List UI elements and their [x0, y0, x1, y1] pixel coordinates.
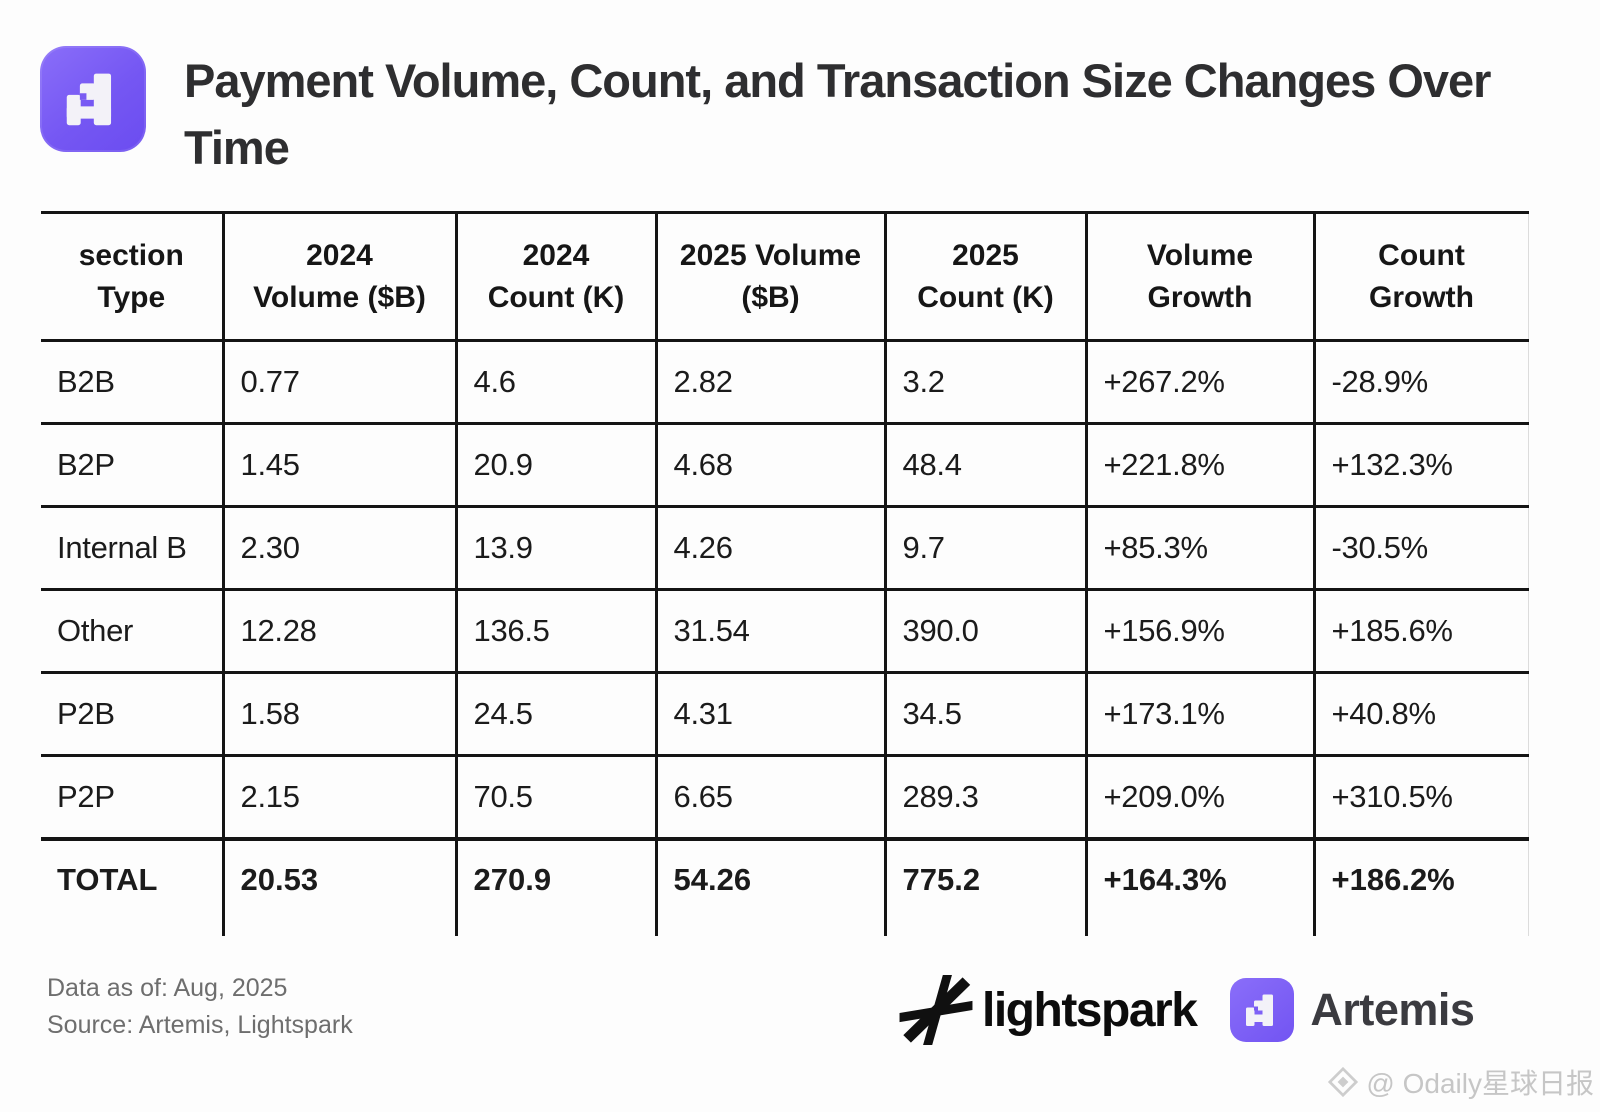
table-row-other: Other 12.28 136.5 31.54 390.0 +156.9% +1… — [41, 589, 1529, 673]
cell-2025-count: 775.2 — [885, 838, 1088, 936]
table-row-p2b: P2B 1.58 24.5 4.31 34.5 +173.1% +40.8% — [41, 672, 1529, 756]
cell-count-growth: +310.5% — [1314, 755, 1529, 839]
cell-2025-count: 3.2 — [885, 340, 1088, 424]
cell-2024-volume: 1.58 — [223, 672, 458, 756]
col-header-line: 2025 Volume — [679, 239, 862, 273]
cell-2025-volume: 54.26 — [656, 838, 887, 936]
cell-2024-volume: 2.30 — [223, 506, 458, 590]
col-header-line: Type — [97, 280, 166, 314]
col-header-line: Count — [1378, 239, 1465, 273]
col-header-line: Volume — [1146, 239, 1254, 273]
cell-2024-count: 70.5 — [456, 755, 658, 839]
cell-2024-volume: 0.77 — [223, 340, 458, 424]
cell-count-growth: -28.9% — [1314, 340, 1529, 424]
col-header-volume-growth: Volume Growth — [1086, 212, 1316, 341]
col-header-line: 2024 — [522, 239, 590, 273]
col-header-line: 2025 — [952, 239, 1019, 273]
odaily-watermark: @ Odaily星球日报 — [1328, 1062, 1594, 1102]
cell-2024-count: 270.9 — [456, 838, 658, 936]
artemis-wordmark: Artemis — [1310, 984, 1475, 1035]
cell-2024-count: 24.5 — [456, 672, 658, 756]
col-header-section-type: section Type — [41, 212, 225, 341]
cell-2024-count: 4.6 — [456, 340, 658, 424]
row-label: Internal B — [41, 506, 225, 590]
cell-2025-count: 34.5 — [885, 672, 1088, 756]
lightspark-wordmark: lightspark — [982, 983, 1198, 1037]
artemis-blocky-a-icon — [1230, 978, 1295, 1042]
cell-2024-count: 136.5 — [456, 589, 658, 673]
cell-2024-volume: 1.45 — [223, 423, 458, 507]
col-header-line: Volume ($B) — [253, 280, 426, 314]
cell-2024-count: 13.9 — [456, 506, 658, 590]
cell-volume-growth: +221.8% — [1086, 423, 1316, 507]
source-block: Data as of: Aug, 2025 Source: Artemis, L… — [47, 970, 353, 1043]
cell-2024-count: 20.9 — [456, 423, 658, 507]
col-header-2024-volume: 2024 Volume ($B) — [223, 212, 458, 341]
lightspark-spark-icon — [898, 972, 974, 1048]
cell-volume-growth: +164.3% — [1086, 838, 1316, 936]
cell-2024-volume: 12.28 — [223, 589, 458, 673]
table-row-b2b: B2B 0.77 4.6 2.82 3.2 +267.2% -28.9% — [41, 340, 1529, 424]
cell-2024-volume: 2.15 — [223, 755, 458, 839]
artemis-logo: Artemis — [1230, 978, 1475, 1042]
cell-volume-growth: +156.9% — [1086, 589, 1316, 673]
table-row-b2p: B2P 1.45 20.9 4.68 48.4 +221.8% +132.3% — [41, 423, 1529, 507]
table-row-p2p: P2P 2.15 70.5 6.65 289.3 +209.0% +310.5% — [41, 755, 1529, 839]
odaily-diamond-icon — [1328, 1067, 1359, 1097]
cell-2025-count: 48.4 — [885, 423, 1088, 507]
cell-2025-count: 289.3 — [885, 755, 1088, 839]
cell-2025-count: 390.0 — [885, 589, 1088, 673]
col-header-line: Count (K) — [487, 280, 625, 314]
cell-2025-volume: 2.82 — [656, 340, 887, 424]
col-header-line: ($B) — [741, 280, 800, 314]
data-as-of-text: Data as of: Aug, 2025 — [47, 974, 288, 1002]
cell-2025-volume: 4.68 — [656, 423, 887, 507]
col-header-2025-count: 2025 Count (K) — [885, 212, 1088, 341]
row-label: B2B — [41, 340, 225, 424]
source-text: Source: Artemis, Lightspark — [47, 1010, 353, 1039]
row-label: P2B — [41, 672, 225, 756]
row-label: TOTAL — [41, 838, 225, 936]
row-label: P2P — [41, 755, 225, 839]
page-title: Payment Volume, Count, and Transaction S… — [184, 54, 1491, 174]
cell-volume-growth: +173.1% — [1086, 672, 1316, 756]
cell-2025-count: 9.7 — [885, 506, 1088, 590]
artemis-blocky-a-icon — [66, 73, 112, 126]
table-row-total: TOTAL 20.53 270.9 54.26 775.2 +164.3% +1… — [41, 838, 1529, 936]
artemis-logo-icon — [40, 46, 146, 152]
col-header-line: 2024 — [306, 239, 373, 273]
cell-2024-volume: 20.53 — [223, 838, 458, 936]
cell-count-growth: +186.2% — [1314, 838, 1529, 936]
footer-logos: lightspark Artemis — [898, 962, 1475, 1058]
cell-2025-volume: 4.26 — [656, 506, 887, 590]
row-label: B2P — [41, 423, 225, 507]
cell-count-growth: +40.8% — [1314, 672, 1529, 756]
cell-2025-volume: 4.31 — [656, 672, 887, 756]
lightspark-logo: lightspark — [898, 972, 1198, 1048]
header-row: section Type 2024 Volume ($B) 2024 Count… — [41, 212, 1529, 341]
cell-count-growth: +185.6% — [1314, 589, 1529, 673]
col-header-line: Growth — [1147, 280, 1253, 314]
cell-volume-growth: +209.0% — [1086, 755, 1316, 839]
cell-count-growth: +132.3% — [1314, 423, 1529, 507]
payments-table: section Type 2024 Volume ($B) 2024 Count… — [41, 211, 1529, 936]
cell-2025-volume: 31.54 — [656, 589, 887, 673]
col-header-2025-volume: 2025 Volume ($B) — [656, 212, 887, 341]
col-header-2024-count: 2024 Count (K) — [456, 212, 658, 341]
table-row-internal-b: Internal B 2.30 13.9 4.26 9.7 +85.3% -30… — [41, 506, 1529, 590]
title-row: Payment Volume, Count, and Transaction S… — [40, 46, 1584, 181]
row-label: Other — [41, 589, 225, 673]
cell-volume-growth: +267.2% — [1086, 340, 1316, 424]
cell-count-growth: -30.5% — [1314, 506, 1529, 590]
col-header-line: section — [78, 239, 184, 273]
cell-volume-growth: +85.3% — [1086, 506, 1316, 590]
col-header-line: Growth — [1369, 280, 1474, 314]
col-header-count-growth: Count Growth — [1314, 212, 1529, 341]
col-header-line: Count (K) — [917, 280, 1054, 314]
watermark-text: @ Odaily星球日报 — [1366, 1068, 1594, 1099]
cell-2025-volume: 6.65 — [656, 755, 887, 839]
